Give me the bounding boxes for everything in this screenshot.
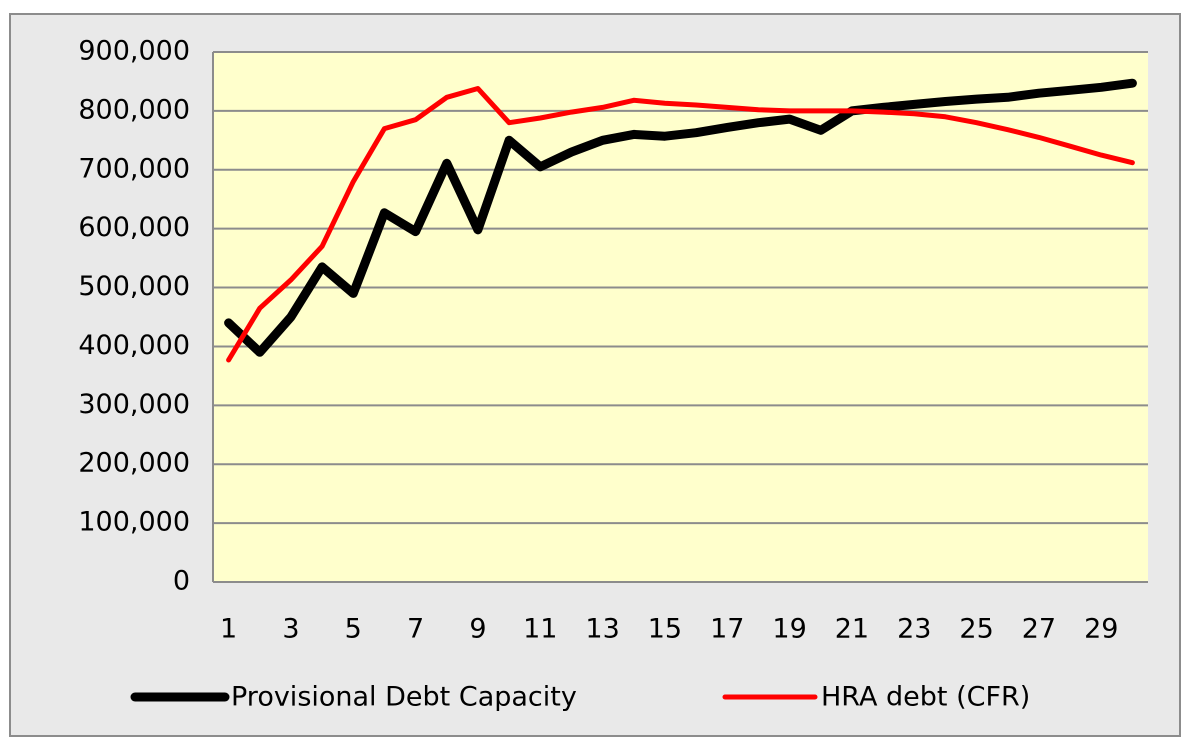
y-tick-label: 900,000 (78, 36, 190, 67)
y-tick-label: 500,000 (78, 271, 190, 302)
series-line (226, 86, 1135, 363)
x-tick-label: 9 (469, 614, 486, 645)
legend-label: HRA debt (CFR) (821, 682, 1030, 713)
x-tick-label: 21 (835, 614, 869, 645)
y-tick-label: 300,000 (78, 389, 190, 420)
x-tick-label: 11 (523, 614, 557, 645)
x-tick-label: 1 (220, 614, 237, 645)
x-tick-label: 25 (959, 614, 993, 645)
x-tick-label: 15 (648, 614, 682, 645)
x-tick-label: 27 (1022, 614, 1056, 645)
x-tick-label: 13 (585, 614, 619, 645)
x-tick-label: 7 (407, 614, 424, 645)
x-tick-label: 23 (897, 614, 931, 645)
y-tick-label: 200,000 (78, 448, 190, 479)
y-tick-label: 700,000 (78, 153, 190, 184)
legend-label: Provisional Debt Capacity (231, 682, 577, 713)
x-tick-label: 19 (772, 614, 806, 645)
y-tick-label: 400,000 (78, 330, 190, 361)
series-line (224, 78, 1137, 357)
x-tick-label: 29 (1084, 614, 1118, 645)
plot-area (213, 52, 1148, 582)
x-tick-label: 17 (710, 614, 744, 645)
y-tick-label: 100,000 (78, 507, 190, 538)
y-tick-label: 800,000 (78, 94, 190, 125)
y-tick-label: 0 (173, 566, 190, 597)
x-tick-label: 5 (345, 614, 362, 645)
x-tick-label: 3 (282, 614, 299, 645)
y-tick-label: 600,000 (78, 212, 190, 243)
